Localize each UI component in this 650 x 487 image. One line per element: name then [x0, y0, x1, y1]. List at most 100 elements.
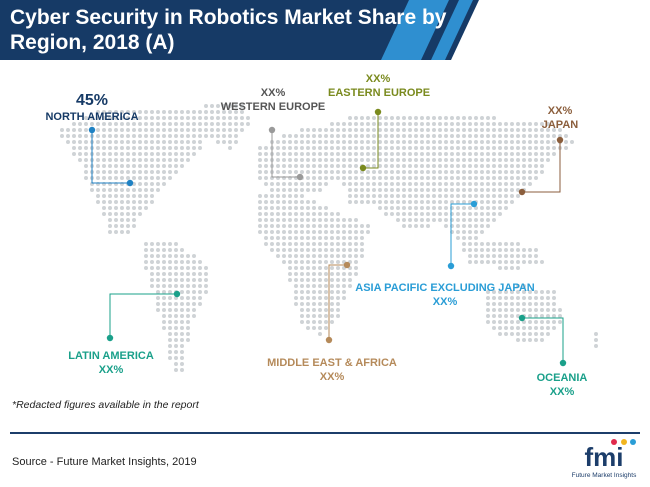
- map-dot: [492, 206, 496, 210]
- map-dot: [78, 128, 82, 132]
- map-dot: [348, 194, 352, 198]
- map-dot: [210, 110, 214, 114]
- map-dot: [318, 320, 322, 324]
- map-dot: [564, 140, 568, 144]
- map-dot: [96, 128, 100, 132]
- map-dot: [174, 326, 178, 330]
- map-dot: [360, 116, 364, 120]
- map-dot: [180, 272, 184, 276]
- map-dot: [534, 134, 538, 138]
- map-dot: [336, 164, 340, 168]
- map-dot: [498, 194, 502, 198]
- map-dot: [456, 134, 460, 138]
- map-dot: [468, 182, 472, 186]
- map-dot: [198, 260, 202, 264]
- map-dot: [498, 254, 502, 258]
- map-dot: [516, 242, 520, 246]
- map-dot: [504, 260, 508, 264]
- map-dot: [144, 176, 148, 180]
- map-dot: [432, 140, 436, 144]
- map-dot: [354, 254, 358, 258]
- map-dot: [114, 206, 118, 210]
- map-dot: [216, 116, 220, 120]
- map-dot: [126, 128, 130, 132]
- map-dot: [486, 140, 490, 144]
- map-dot: [228, 104, 232, 108]
- map-dot: [336, 122, 340, 126]
- map-dot: [108, 170, 112, 174]
- map-dot: [126, 170, 130, 174]
- map-dot: [540, 152, 544, 156]
- map-dot: [522, 176, 526, 180]
- map-dot: [204, 272, 208, 276]
- map-dot: [60, 134, 64, 138]
- map-dot: [156, 254, 160, 258]
- map-dot: [282, 170, 286, 174]
- map-dot: [546, 122, 550, 126]
- latin-america-marker: [173, 290, 181, 298]
- map-dot: [468, 218, 472, 222]
- map-dot: [414, 146, 418, 150]
- map-dot: [138, 134, 142, 138]
- map-dot: [270, 182, 274, 186]
- eastern-europe-marker: [359, 164, 367, 172]
- map-dot: [420, 224, 424, 228]
- map-dot: [84, 158, 88, 162]
- map-dot: [516, 308, 520, 312]
- map-dot: [72, 134, 76, 138]
- map-dot: [504, 176, 508, 180]
- map-dot: [492, 194, 496, 198]
- map-dot: [270, 236, 274, 240]
- map-dot: [318, 170, 322, 174]
- map-dot: [486, 152, 490, 156]
- map-dot: [90, 122, 94, 126]
- map-dot: [288, 188, 292, 192]
- map-dot: [216, 110, 220, 114]
- map-dot: [138, 140, 142, 144]
- map-dot: [450, 182, 454, 186]
- map-dot: [258, 224, 262, 228]
- map-dot: [312, 152, 316, 156]
- map-dot: [222, 110, 226, 114]
- map-dot: [456, 158, 460, 162]
- map-dot: [126, 158, 130, 162]
- map-dot: [456, 140, 460, 144]
- map-dot: [198, 302, 202, 306]
- map-dot: [504, 134, 508, 138]
- map-dot: [192, 146, 196, 150]
- map-dot: [504, 194, 508, 198]
- map-dot: [300, 224, 304, 228]
- map-dot: [504, 266, 508, 270]
- label-middle-east-africa: MIDDLE EAST & AFRICA XX%: [262, 356, 402, 384]
- map-dot: [348, 158, 352, 162]
- map-dot: [354, 140, 358, 144]
- map-dot: [414, 212, 418, 216]
- map-dot: [168, 302, 172, 306]
- map-dot: [168, 338, 172, 342]
- map-dot: [408, 176, 412, 180]
- map-dot: [174, 242, 178, 246]
- map-dot: [198, 140, 202, 144]
- map-dot: [108, 212, 112, 216]
- map-dot: [198, 116, 202, 120]
- map-dot: [228, 128, 232, 132]
- middle-east-africa-value: XX%: [319, 371, 345, 383]
- map-dot: [516, 260, 520, 264]
- map-dot: [300, 314, 304, 318]
- map-dot: [504, 332, 508, 336]
- map-dot: [222, 122, 226, 126]
- map-dot: [348, 272, 352, 276]
- map-dot: [402, 176, 406, 180]
- map-dot: [492, 134, 496, 138]
- map-dot: [414, 188, 418, 192]
- map-dot: [294, 170, 298, 174]
- map-dot: [498, 122, 502, 126]
- map-dot: [390, 176, 394, 180]
- map-dot: [108, 140, 112, 144]
- map-dot: [108, 146, 112, 150]
- map-dot: [330, 230, 334, 234]
- map-dot: [522, 140, 526, 144]
- map-dot: [288, 212, 292, 216]
- asia-pacific-marker: [447, 262, 455, 270]
- eastern-europe-leader-line: [363, 112, 379, 169]
